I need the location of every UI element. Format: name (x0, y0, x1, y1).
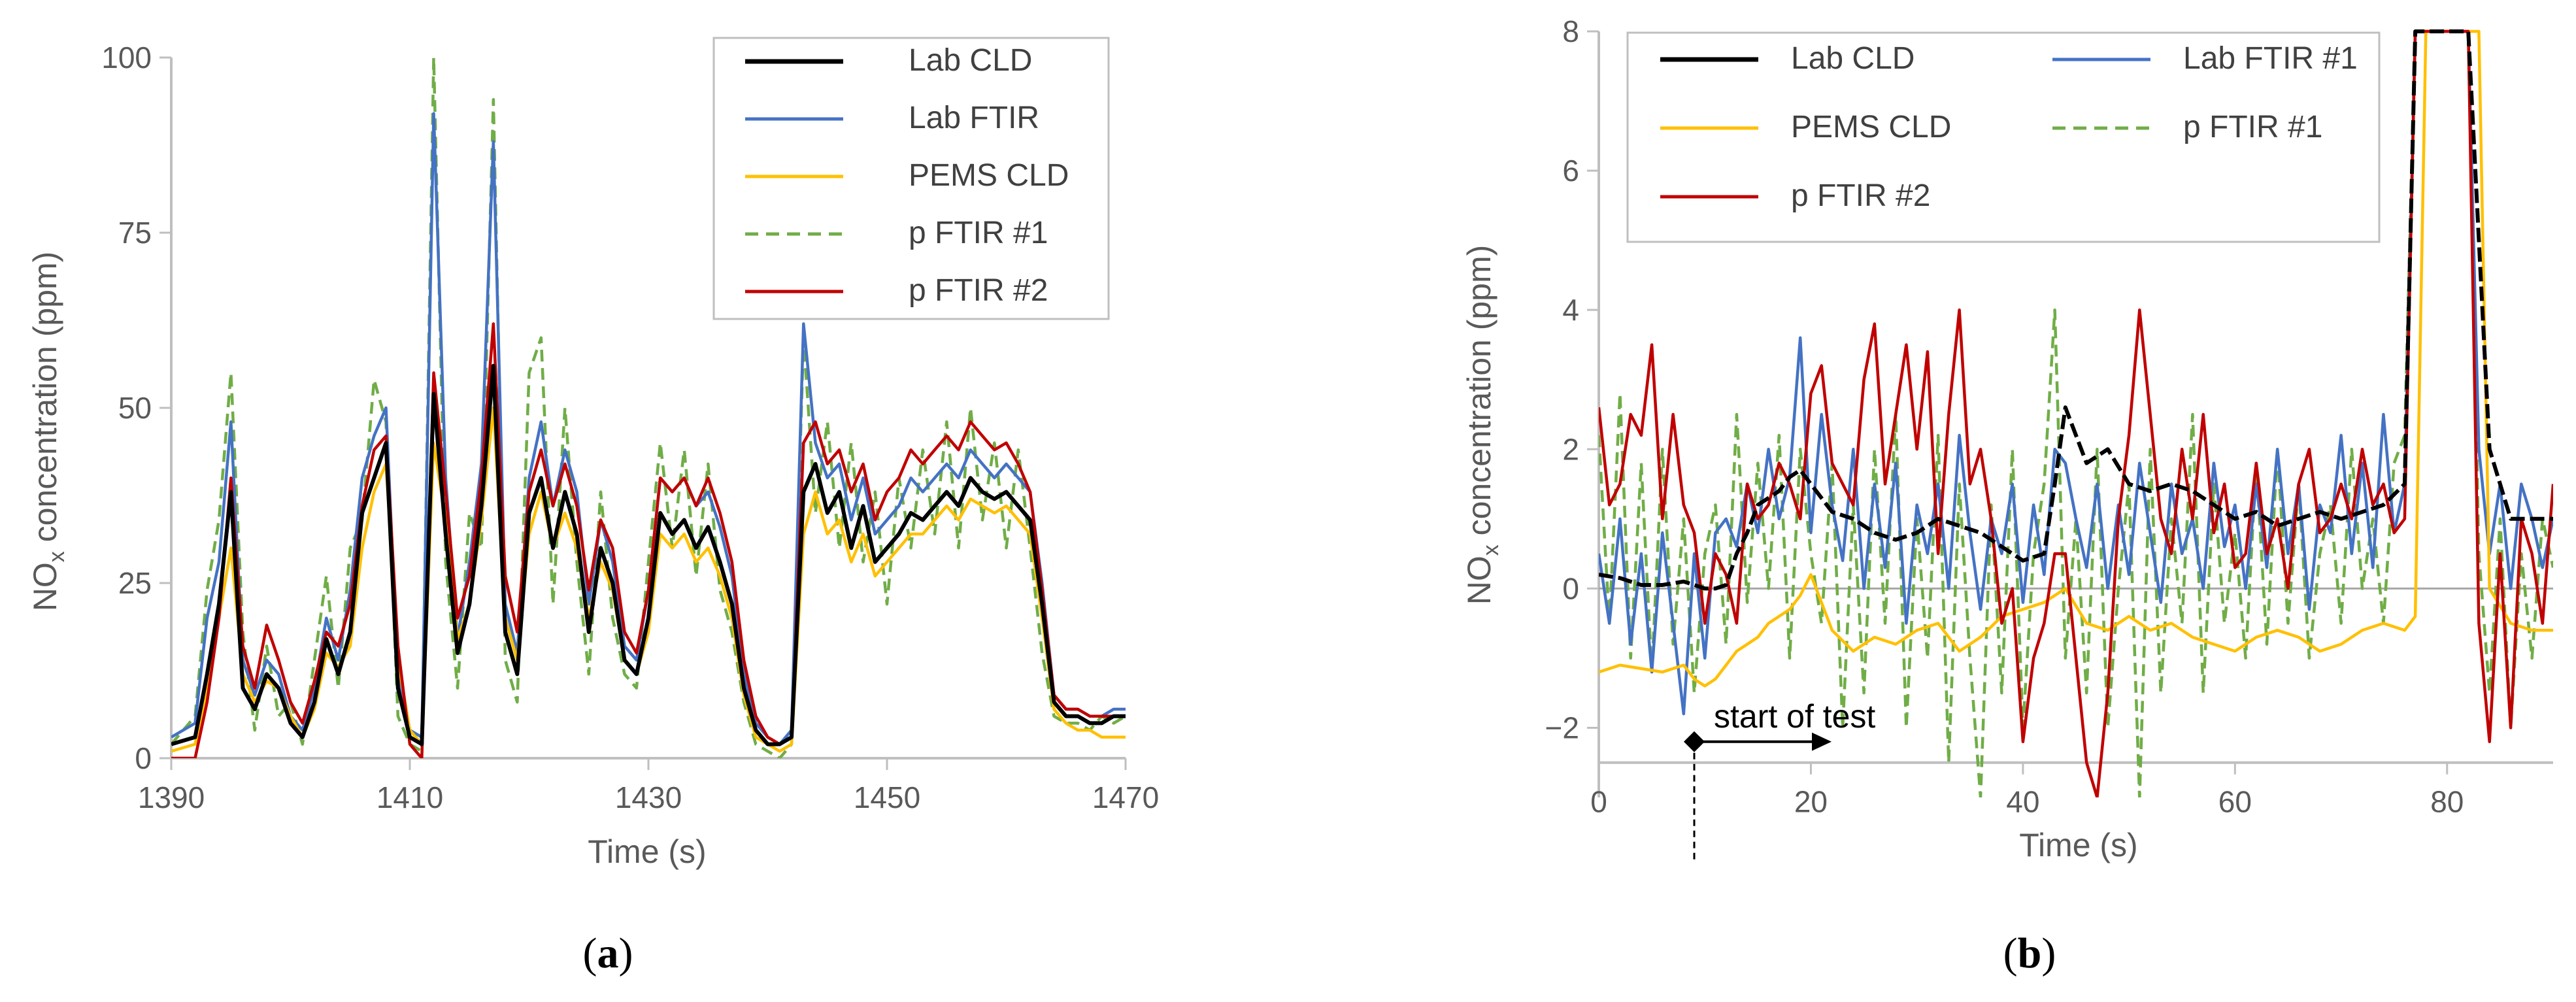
series-a-lab-cld (171, 363, 1126, 746)
series-b-lab-ftir-1 (1599, 29, 2553, 716)
chart-a-xtick-label: 1470 (1092, 780, 1159, 814)
chart-b-caption: (b) (2003, 929, 2056, 977)
chart-b-ylabel: NOx concentration (ppm) (1461, 245, 1503, 605)
chart-a-tick-labels: 0 25 50 75 100 1390 1410 1430 1450 1470 (101, 41, 1159, 814)
chart-b-legend: Lab CLD Lab FTIR #1 PEMS CLD p FTIR #1 p FTI… (1660, 41, 2358, 213)
legend-b-label-p-ftir-2: p FTIR #2 (1791, 178, 1930, 213)
chart-b-ytick-label: 6 (1562, 154, 1579, 188)
chart-b-xtick-label: 60 (2218, 785, 2252, 819)
series-b-lab-cld (1599, 29, 2553, 591)
chart-a-legend: Lab CLD Lab FTIR PEMS CLD p FTIR #1 p FTIR #… (745, 43, 1069, 308)
chart-a-ytick-label: 50 (118, 391, 152, 425)
annotation-label: start of test (1714, 698, 1875, 735)
legend-b-label-lab-cld: Lab CLD (1791, 41, 1915, 76)
chart-b-ytick-label: 4 (1562, 293, 1579, 327)
chart-a-ylabel: NOx concentration (ppm) (27, 252, 69, 612)
chart-a-ytick-label: 0 (135, 741, 152, 775)
start-of-test-annotation: start of test (1684, 698, 1875, 861)
legend-a-label-p-ftir-1: p FTIR #1 (909, 216, 1048, 250)
legend-a-label-lab-ftir: Lab FTIR (909, 101, 1039, 135)
chart-b-series (1599, 29, 2553, 797)
legend-a-label-p-ftir-2: p FTIR #2 (909, 273, 1048, 308)
chart-b-ytick-label: −2 (1545, 710, 1579, 744)
chart-a-xtick-label: 1390 (138, 780, 205, 814)
chart-b-ytick-label: 0 (1562, 571, 1579, 605)
series-a-p-ftir-2 (171, 322, 1126, 758)
legend-b-label-lab-ftir-1: Lab FTIR #1 (2183, 41, 2358, 76)
chart-a-xtick-label: 1430 (615, 780, 682, 814)
chart-a-xlabel: Time (s) (588, 833, 706, 870)
chart-a-series (171, 56, 1126, 758)
chart-a-legend-box (712, 37, 1110, 320)
chart-b-xtick-label: 40 (2006, 785, 2039, 819)
legend-b-label-p-ftir-1: p FTIR #1 (2183, 110, 2322, 144)
chart-a-axes (159, 56, 1127, 770)
chart-b-xtick-label: 80 (2430, 785, 2464, 819)
chart-a-xtick-label: 1410 (376, 780, 443, 814)
chart-a-xtick-label: 1450 (854, 780, 920, 814)
chart-a-ytick-label: 75 (118, 216, 152, 250)
series-b-pems-cld (1599, 29, 2553, 688)
chart-a-ytick-label: 25 (118, 566, 152, 600)
chart-b-xtick-label: 0 (1590, 785, 1607, 819)
legend-a-label-pems-cld: PEMS CLD (909, 158, 1069, 193)
chart-b-ytick-label: 8 (1562, 14, 1579, 48)
chart-a-ytick-label: 100 (101, 41, 152, 75)
legend-a-label-lab-cld: Lab CLD (909, 43, 1032, 78)
chart-b-legend-box (1626, 31, 2381, 243)
legend-b-label-pems-cld: PEMS CLD (1791, 110, 1951, 144)
chart-b-xtick-label: 20 (1794, 785, 1828, 819)
chart-b-ytick-label: 2 (1562, 432, 1579, 466)
chart-b-xlabel: Time (s) (2019, 827, 2137, 863)
annotation-arrow-head (1812, 732, 1832, 751)
chart-a-caption: (a) (583, 929, 633, 977)
annotation-diamond-marker (1684, 731, 1705, 752)
